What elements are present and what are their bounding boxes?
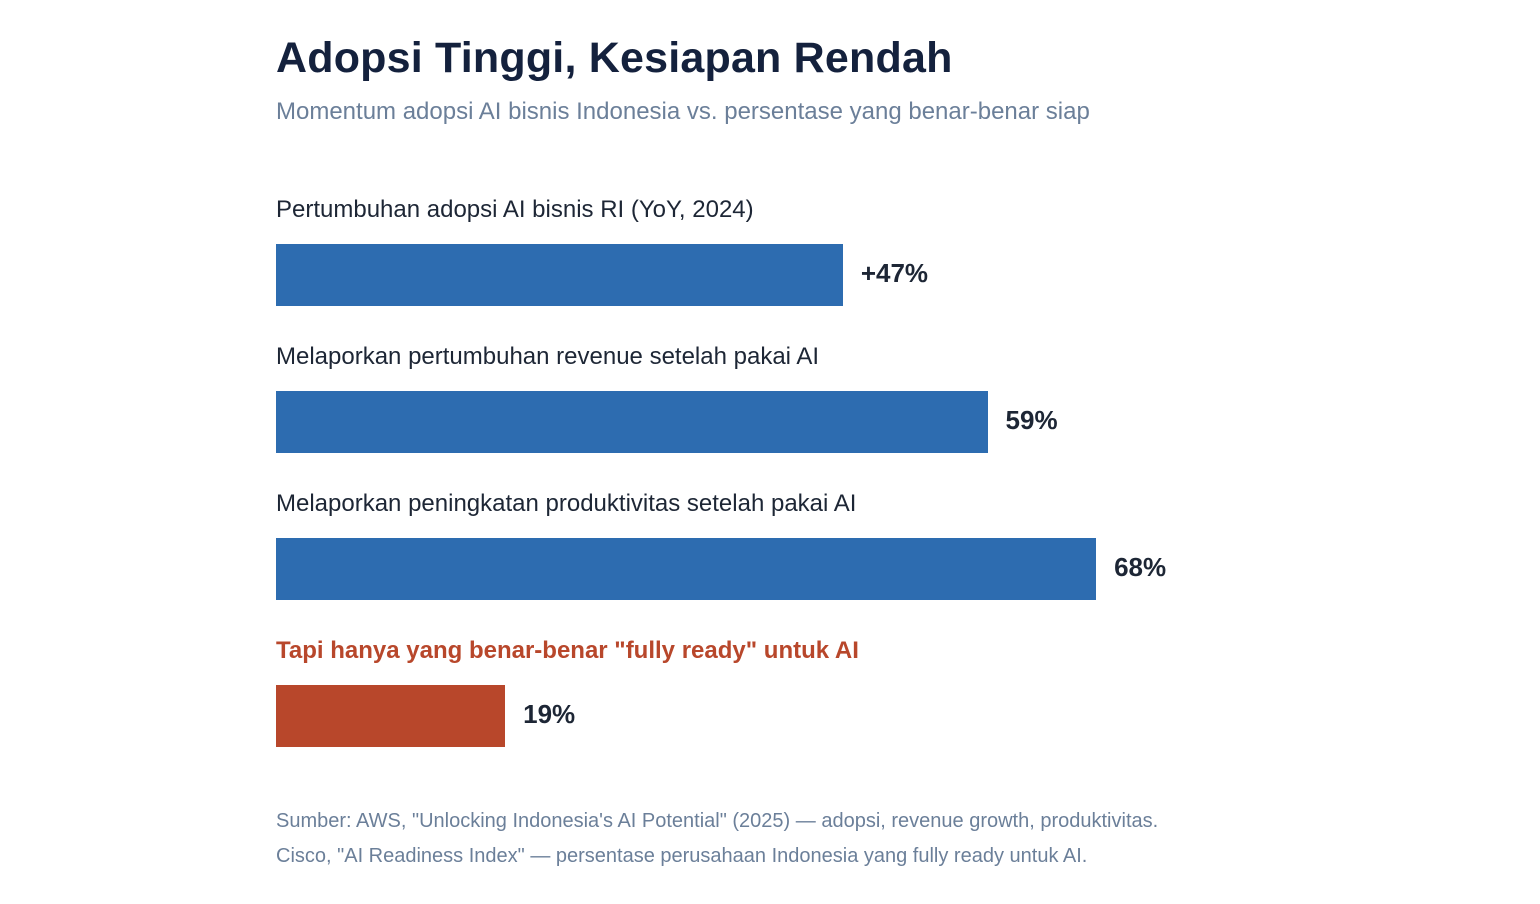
bar-category-label: Melaporkan pertumbuhan revenue setelah p… <box>276 343 820 370</box>
source-note: Sumber: AWS, "Unlocking Indonesia's AI P… <box>276 804 1158 874</box>
bar <box>276 538 1097 600</box>
source-line-1: Sumber: AWS, "Unlocking Indonesia's AI P… <box>276 810 1159 832</box>
source-line-2: Cisco, "AI Readiness Index" — persentase… <box>276 845 1088 867</box>
chart-subtitle: Momentum adopsi AI bisnis Indonesia vs. … <box>276 98 1090 125</box>
bar-category-label: Melaporkan peningkatan produktivitas set… <box>276 490 857 517</box>
bar <box>276 244 843 306</box>
bar-value-label: +47% <box>860 258 929 288</box>
bar-row: Melaporkan pertumbuhan revenue setelah p… <box>276 343 1476 463</box>
bar-row: Melaporkan peningkatan produktivitas set… <box>276 490 1476 610</box>
bar <box>276 391 988 453</box>
bar-category-label: Tapi hanya yang benar-benar "fully ready… <box>276 637 859 664</box>
bar-value-label: 59% <box>1005 405 1058 435</box>
chart-container: Adopsi Tinggi, Kesiapan Rendah Momentum … <box>276 0 1476 904</box>
bar-row: Tapi hanya yang benar-benar "fully ready… <box>276 637 1476 757</box>
bar-value-label: 68% <box>1114 552 1167 582</box>
bar-row: Pertumbuhan adopsi AI bisnis RI (YoY, 20… <box>276 196 1476 316</box>
bar-value-label: 19% <box>523 699 576 729</box>
chart-title: Adopsi Tinggi, Kesiapan Rendah <box>276 34 953 82</box>
bar-category-label: Pertumbuhan adopsi AI bisnis RI (YoY, 20… <box>276 196 754 223</box>
bar <box>276 685 506 747</box>
